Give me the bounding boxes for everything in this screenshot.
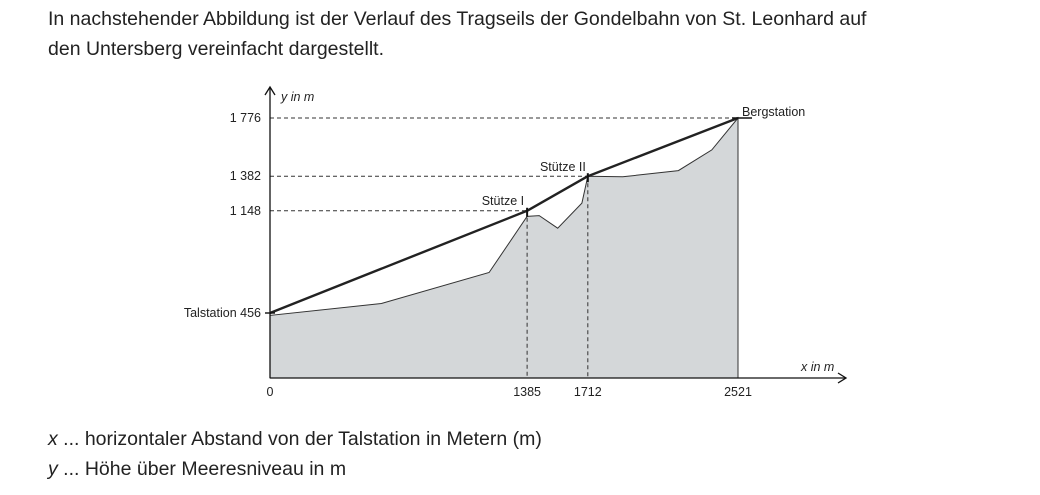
legend-y-var: y: [48, 458, 58, 480]
y-tick-label: 1 776: [230, 111, 261, 125]
x-axis-arrow: [837, 372, 848, 384]
stuetze-2-label: Stütze II: [540, 160, 586, 174]
y-tick-label: 1 148: [230, 204, 261, 218]
stuetze-1-label: Stütze I: [482, 194, 524, 208]
x-tick-label: 1712: [574, 385, 602, 399]
bergstation-label: Bergstation: [742, 105, 805, 119]
x-tick-label: 1385: [513, 385, 541, 399]
intro-text: In nachstehender Abbildung ist der Verla…: [48, 4, 1028, 64]
y-axis-arrow: [264, 85, 276, 96]
legend-y-text: ... Höhe über Meeresniveau in m: [57, 458, 347, 480]
x-axis-label: x in m: [800, 360, 834, 374]
cable-line: [269, 116, 739, 315]
x-tick-label: 2521: [724, 385, 752, 399]
intro-line-2: den Untersberg vereinfacht dargestellt.: [48, 38, 385, 60]
legend-y: y ... Höhe über Meeresniveau in m: [48, 454, 542, 484]
talstation-label: Talstation 456: [184, 306, 261, 320]
gondola-cable-diagram: y in m x in m 0 1385 1712 2521 1 148 1 382 1 776…: [184, 85, 848, 399]
legend-x-text: ... horizontaler Abstand von der Talstat…: [57, 428, 542, 450]
terrain-area: [269, 116, 739, 379]
legend-x-var: x: [48, 428, 58, 450]
legend-x: x ... horizontaler Abstand von der Talst…: [48, 424, 542, 454]
intro-line-1: In nachstehender Abbildung ist der Verla…: [48, 8, 867, 30]
y-axis-label: y in m: [280, 90, 314, 104]
variable-legend: x ... horizontaler Abstand von der Talst…: [48, 424, 542, 484]
y-tick-label: 1 382: [230, 169, 261, 183]
x-tick-label: 0: [267, 385, 274, 399]
